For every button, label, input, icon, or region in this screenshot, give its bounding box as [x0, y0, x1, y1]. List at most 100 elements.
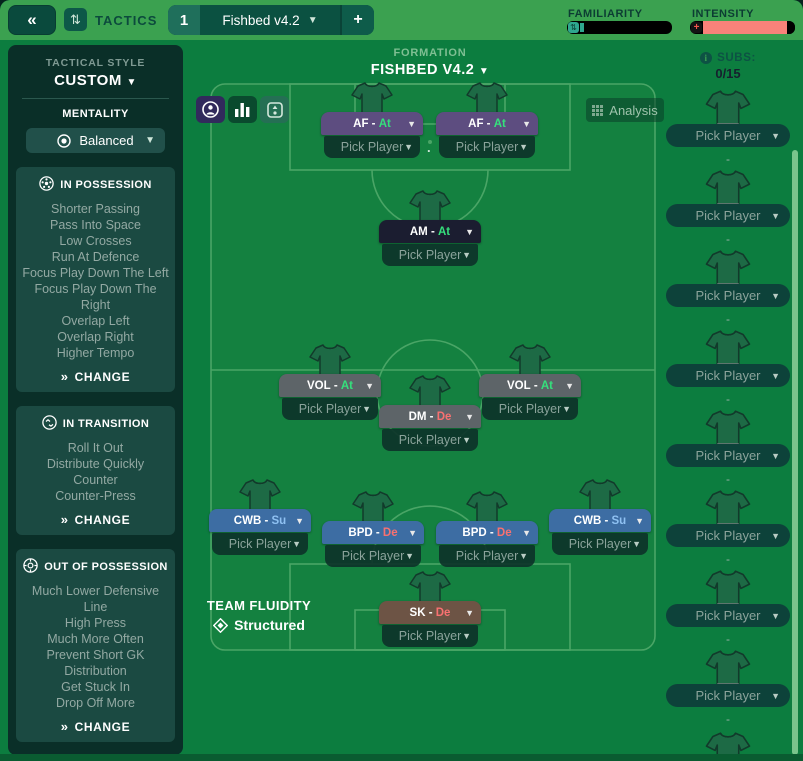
instruction-item: High Press	[64, 616, 127, 630]
instruction-item: Much More Often	[47, 632, 144, 646]
info-icon: i	[700, 52, 713, 64]
section-title-text: IN TRANSITION	[62, 418, 150, 430]
sub-pick-player-dropdown[interactable]: Pick Player ▼	[666, 204, 790, 227]
chevron-down-icon: ▼	[771, 370, 780, 381]
chevron-down-icon: ▼	[465, 607, 474, 618]
role-dropdown[interactable]: BPD - De ▼	[436, 521, 538, 544]
position-cwb-left: CWB - Su ▼ Pick Player ▼	[209, 479, 311, 555]
section-items: Roll It Out Distribute Quickly Counter Coun…	[22, 440, 169, 504]
sub-pick-player-dropdown[interactable]: Pick Player ▼	[666, 124, 790, 147]
pick-player-dropdown[interactable]: Pick Player ▼	[482, 398, 578, 420]
sub-separator: -	[726, 312, 730, 326]
tactical-style-value: CUSTOM	[54, 72, 122, 89]
change-button[interactable]: » CHANGE	[22, 719, 169, 734]
pick-player-dropdown[interactable]: Pick Player ▼	[282, 398, 378, 420]
pick-player-dropdown[interactable]: Pick Player ▼	[212, 533, 308, 555]
team-fluidity: TEAM FLUIDITY Structured	[197, 598, 321, 633]
pick-player-dropdown[interactable]: Pick Player ▼	[324, 136, 420, 158]
duty-text: At	[378, 117, 391, 130]
role-dropdown[interactable]: VOL - At ▼	[279, 374, 381, 397]
analysis-label: Analysis	[609, 102, 658, 118]
duty-text: De	[496, 526, 512, 539]
pick-player-label: Pick Player	[695, 208, 761, 223]
stats-view-button[interactable]	[228, 96, 257, 123]
section-title-text: OUT OF POSSESSION	[44, 561, 168, 573]
tactic-tab-title[interactable]: Fishbed v4.2 ▼	[200, 5, 340, 35]
instruction-item: Focus Play Down The Right	[34, 282, 157, 312]
sub-separator: -	[726, 232, 730, 246]
role-dropdown[interactable]: AM - At ▼	[379, 220, 481, 243]
pick-player-dropdown[interactable]: Pick Player ▼	[382, 625, 478, 647]
sub-pick-player-dropdown[interactable]: Pick Player ▼	[666, 524, 790, 547]
instruction-item: Overlap Left	[61, 314, 130, 328]
role-text: VOL	[506, 379, 531, 392]
team-fluidity-label: TEAM FLUIDITY	[206, 598, 312, 613]
role-dropdown[interactable]: CWB - Su ▼	[209, 509, 311, 532]
chevron-down-icon: ▼	[771, 130, 780, 141]
chevron-down-icon: ▼	[408, 527, 417, 538]
role-dropdown[interactable]: AF - At ▼	[321, 112, 423, 135]
instruction-item: Get Stuck In	[61, 680, 130, 694]
sidebar-sections: IN POSSESSION Shorter Passing Pass Into Sp…	[16, 167, 175, 742]
duty-text: De	[436, 410, 452, 423]
pick-player-dropdown[interactable]: Pick Player ▼	[439, 545, 535, 567]
pick-player-label: Pick Player	[568, 537, 632, 551]
transition-icon	[42, 415, 57, 433]
chevron-down-icon: ▼	[465, 411, 474, 422]
intensity-cap	[787, 21, 795, 34]
duty-text: At	[540, 379, 553, 392]
role-dropdown[interactable]: AF - At ▼	[436, 112, 538, 135]
chevron-down-icon: ▼	[771, 530, 780, 541]
sub-separator: -	[726, 712, 730, 726]
instruction-item: Focus Play Down The Left	[22, 266, 169, 280]
back-icon: «	[27, 10, 37, 29]
pick-player-dropdown[interactable]: Pick Player ▼	[325, 545, 421, 567]
role-duty-separator: -	[601, 514, 612, 527]
role-dropdown[interactable]: BPD - De ▼	[322, 521, 424, 544]
subs-label: SUBS:	[717, 52, 756, 64]
role-text: BPD	[462, 526, 487, 539]
add-tactic-button[interactable]: +	[342, 5, 374, 35]
instruction-item: Counter-Press	[55, 489, 136, 503]
role-text: BPD	[348, 526, 373, 539]
section-title: IN POSSESSION	[22, 176, 169, 194]
familiarity-fill	[580, 23, 584, 32]
instruction-item: Higher Tempo	[56, 346, 135, 360]
role-duty-separator: -	[368, 117, 379, 130]
pick-player-label: Pick Player	[298, 402, 362, 416]
role-dropdown[interactable]: SK - De ▼	[379, 601, 481, 624]
tactic-tab-number[interactable]: 1	[168, 5, 200, 35]
instruction-item: Overlap Right	[57, 330, 134, 344]
role-dropdown[interactable]: VOL - At ▼	[479, 374, 581, 397]
change-button[interactable]: » CHANGE	[22, 512, 169, 527]
role-dropdown[interactable]: CWB - Su ▼	[549, 509, 651, 532]
change-button[interactable]: » CHANGE	[22, 369, 169, 384]
pick-player-dropdown[interactable]: Pick Player ▼	[439, 136, 535, 158]
sub-pick-player-dropdown[interactable]: Pick Player ▼	[666, 284, 790, 307]
position-bpd-right: BPD - De ▼ Pick Player ▼	[436, 491, 538, 567]
sub-pick-player-dropdown[interactable]: Pick Player ▼	[666, 444, 790, 467]
chevron-down-icon: ▼	[404, 142, 413, 152]
section-items: Shorter Passing Pass Into Space Low Crosse…	[22, 201, 169, 361]
mentality-dropdown[interactable]: Balanced ▼	[26, 128, 165, 153]
sub-pick-player-dropdown[interactable]: Pick Player ▼	[666, 364, 790, 387]
chevron-down-icon: ▼	[362, 404, 371, 414]
role-dropdown[interactable]: DM - De ▼	[379, 405, 481, 428]
pick-player-dropdown[interactable]: Pick Player ▼	[552, 533, 648, 555]
tactical-style-dropdown[interactable]: CUSTOM ▼	[16, 72, 175, 89]
change-label: CHANGE	[74, 369, 131, 384]
sub-pick-player-dropdown[interactable]: Pick Player ▼	[666, 604, 790, 627]
subs-scrollbar[interactable]	[792, 150, 798, 755]
player-view-button[interactable]	[196, 96, 225, 123]
chevron-down-icon: ▼	[635, 515, 644, 526]
positions-view-button[interactable]	[260, 96, 289, 123]
pick-player-dropdown[interactable]: Pick Player ▼	[382, 244, 478, 266]
sub-pick-player-dropdown[interactable]: Pick Player ▼	[666, 684, 790, 707]
formation-dropdown[interactable]: FISHBED V4.2 ▼	[305, 62, 555, 78]
position-dm: DM - De ▼ Pick Player ▼	[379, 375, 481, 451]
pick-player-dropdown[interactable]: Pick Player ▼	[382, 429, 478, 451]
back-button[interactable]: «	[8, 5, 56, 35]
section-title-text: IN POSSESSION	[60, 179, 152, 191]
analysis-button[interactable]: Analysis	[586, 98, 664, 122]
